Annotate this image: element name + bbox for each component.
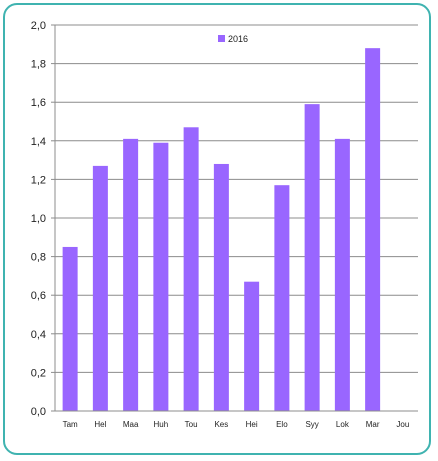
y-tick-label: 1,2 [31,174,46,186]
y-tick-label: 0,0 [31,406,46,418]
bar [274,185,290,411]
x-tick-label: Mar [366,420,380,429]
legend-swatch [218,35,225,42]
x-tick-label: Hei [246,420,258,429]
y-axis: 0,0 0,2 0,4 0,6 0,8 1,0 1,2 1,4 1,6 1,8 2,0 [31,20,56,418]
x-tick-label: Jou [396,420,409,429]
y-tick-label: 1,0 [31,213,46,225]
bar [334,138,350,411]
x-tick-label: Maa [123,420,139,429]
bar [183,127,199,411]
x-tick-label: Syy [305,420,318,429]
y-tick-label: 1,6 [31,97,46,109]
bar [123,138,139,411]
x-tick-label: Lok [336,420,350,429]
x-tick-label: Tam [63,420,78,429]
bar [213,163,229,411]
legend-label: 2016 [228,34,248,44]
bar [244,281,260,411]
x-tick-label: Hel [94,420,106,429]
bars [62,48,381,412]
y-tick-label: 0,2 [31,367,46,379]
y-tick-label: 1,8 [31,59,46,71]
x-tick-label: Tou [185,420,198,429]
y-tick-label: 1,4 [31,136,46,148]
x-axis: Tam Hel Maa Huh Tou Kes Hei Elo Syy Lok Mar Jou [55,410,418,429]
bar [62,246,78,411]
y-tick-label: 2,0 [31,20,46,32]
bar [304,104,320,411]
bar [153,142,169,412]
grid-lines [55,24,418,412]
bar [365,48,381,411]
x-tick-label: Kes [214,420,228,429]
y-tick-label: 0,8 [31,252,46,264]
y-tick-label: 0,4 [31,329,46,341]
x-tick-label: Huh [154,420,169,429]
bar [92,165,108,411]
legend: 2016 [218,34,248,44]
x-tick-label: Elo [276,420,288,429]
y-tick-label: 0,6 [31,290,46,302]
